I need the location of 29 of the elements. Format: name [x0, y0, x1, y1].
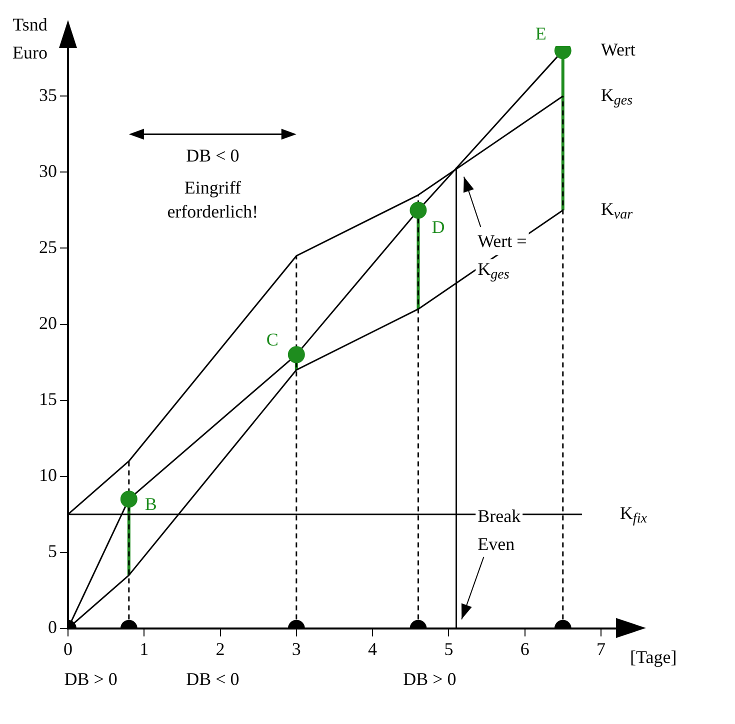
y-tick-label: 0 — [48, 617, 57, 638]
x-tick-label: 4 — [368, 638, 378, 659]
y-tick-label: 30 — [39, 160, 57, 181]
text: DB < 0 — [186, 669, 240, 690]
x-tick-label: 6 — [520, 638, 530, 659]
text: DB > 0 — [64, 669, 118, 690]
x-tick-label: 1 — [140, 638, 149, 659]
data-label: E — [535, 23, 546, 44]
annotation: Break Even — [478, 506, 521, 554]
data-label: C — [266, 329, 278, 350]
text: DB > 0 — [403, 669, 456, 690]
x-tick-label: 5 — [444, 638, 454, 659]
y-tick-label: 10 — [39, 465, 57, 486]
x-tick-label: 3 — [292, 638, 301, 659]
annotation: DB < 0 — [186, 146, 240, 166]
text: Wert — [600, 39, 636, 60]
y-tick-label: 20 — [39, 313, 57, 334]
y-tick-label: 35 — [39, 84, 57, 105]
annotation: Eingriff erforderlich! — [167, 178, 258, 222]
x-tick-label: 0 — [64, 638, 72, 659]
data-label: D — [432, 216, 445, 237]
y-tick-label: 15 — [39, 389, 57, 410]
x-axis-title: [Tage] — [630, 647, 677, 668]
y-tick-label: 25 — [39, 236, 57, 257]
y-tick-label: 5 — [48, 541, 57, 562]
x-tick-label: 7 — [596, 638, 606, 659]
x-tick-label: 2 — [216, 638, 225, 659]
y-axis-title: Tsnd Euro — [12, 14, 48, 63]
data-label: B — [144, 494, 157, 514]
